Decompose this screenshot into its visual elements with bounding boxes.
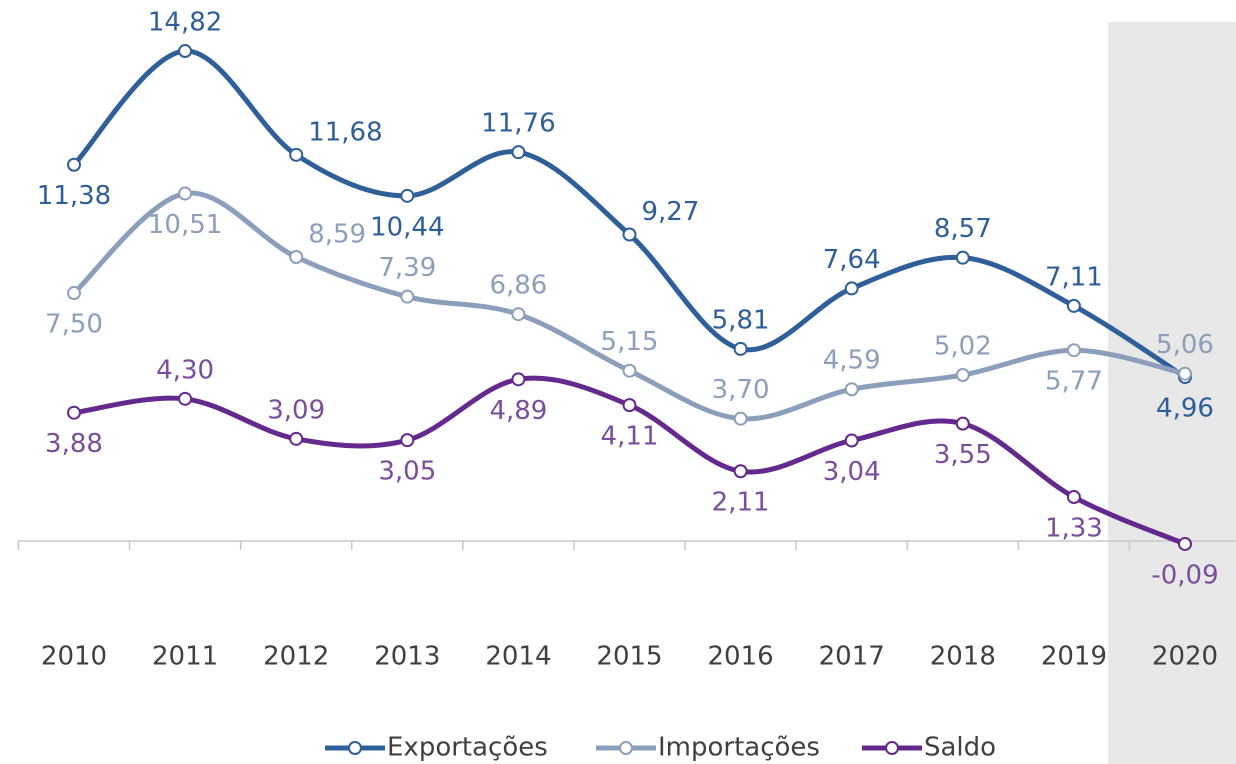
x-tick-label: 2014 <box>485 642 551 672</box>
data-point <box>511 145 526 160</box>
data-label: 11,68 <box>308 117 382 147</box>
data-label: -0,09 <box>1151 560 1218 590</box>
x-tick-label: 2016 <box>708 642 774 672</box>
data-label: 11,76 <box>481 109 555 139</box>
data-label: 5,15 <box>601 327 659 357</box>
data-label: 6,86 <box>489 271 547 301</box>
x-tick-label: 2010 <box>41 642 107 672</box>
legend-label: Importações <box>658 733 820 763</box>
data-label: 7,11 <box>1045 262 1103 292</box>
data-point <box>1066 490 1081 505</box>
x-tick-label: 2015 <box>596 642 662 672</box>
data-point <box>67 405 81 420</box>
data-point <box>289 431 304 446</box>
data-label: 8,57 <box>934 214 992 244</box>
data-point <box>622 363 637 378</box>
data-point <box>1066 298 1081 313</box>
data-label: 1,33 <box>1045 514 1103 544</box>
data-point <box>622 227 637 242</box>
data-label: 7,64 <box>823 245 881 275</box>
x-tick-label: 2018 <box>930 642 996 672</box>
data-point <box>178 44 193 59</box>
x-tick-label: 2017 <box>819 642 885 672</box>
data-point <box>622 398 637 413</box>
data-point <box>289 249 304 264</box>
data-point <box>844 281 859 296</box>
highlight-band <box>1108 22 1236 764</box>
data-point <box>1178 366 1192 381</box>
data-point <box>955 368 970 383</box>
legend-marker <box>619 741 633 755</box>
data-label: 3,05 <box>378 457 436 487</box>
data-point <box>400 289 415 304</box>
x-tick-label: 2020 <box>1152 642 1218 672</box>
data-label: 5,02 <box>934 332 992 362</box>
data-point <box>955 250 970 265</box>
data-label: 11,38 <box>37 181 111 211</box>
data-point <box>400 188 415 203</box>
data-point <box>511 307 526 322</box>
data-label: 4,30 <box>156 355 214 385</box>
x-tick-label: 2013 <box>374 642 440 672</box>
data-point <box>733 411 748 426</box>
data-label: 4,59 <box>823 346 881 376</box>
data-label: 3,70 <box>712 375 770 405</box>
data-label: 3,88 <box>45 429 103 459</box>
data-point <box>733 464 748 479</box>
legend-label: Saldo <box>924 733 996 763</box>
data-label: 4,11 <box>601 422 659 452</box>
data-point <box>844 382 859 397</box>
data-label: 3,04 <box>823 457 881 487</box>
data-point <box>400 433 415 448</box>
data-label: 7,39 <box>378 253 436 283</box>
data-label: 10,44 <box>370 212 444 242</box>
data-label: 5,06 <box>1156 330 1214 360</box>
data-label: 3,09 <box>267 395 325 425</box>
x-tick-label: 2011 <box>152 642 218 672</box>
legend-label: Exportações <box>387 733 548 763</box>
x-tick-label: 2012 <box>263 642 329 672</box>
data-label: 3,55 <box>934 440 992 470</box>
legend-marker <box>348 741 362 755</box>
data-label: 9,27 <box>642 197 700 227</box>
data-label: 8,59 <box>308 219 366 249</box>
data-point <box>733 341 748 356</box>
data-point <box>178 186 193 201</box>
data-point <box>67 286 81 301</box>
x-tick-label: 2019 <box>1041 642 1107 672</box>
data-point <box>511 372 526 387</box>
data-point <box>67 157 81 172</box>
data-label: 5,81 <box>712 305 770 335</box>
data-label: 7,50 <box>45 310 103 340</box>
data-point <box>1066 343 1081 358</box>
data-label: 4,89 <box>489 396 547 426</box>
data-point <box>955 416 970 431</box>
data-point <box>1178 536 1192 551</box>
data-point <box>178 391 193 406</box>
data-point <box>289 147 304 162</box>
data-point <box>844 433 859 448</box>
data-label: 10,51 <box>148 210 222 240</box>
data-label: 5,77 <box>1045 367 1103 397</box>
data-label: 2,11 <box>712 488 770 518</box>
data-label: 4,96 <box>1156 394 1214 424</box>
data-label: 14,82 <box>148 8 222 38</box>
legend-marker <box>885 741 899 755</box>
series-line <box>72 190 1186 422</box>
